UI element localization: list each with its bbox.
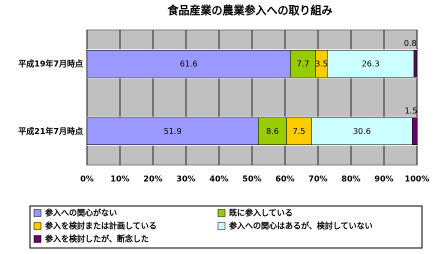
data-label: 7.5 xyxy=(293,127,306,136)
data-label: 30.6 xyxy=(353,127,371,136)
legend-label: 参入を検討または計画している xyxy=(44,221,157,231)
x-tick-label: 90% xyxy=(374,175,393,184)
x-tick-label: 60% xyxy=(275,175,294,184)
bar-segment xyxy=(286,117,312,145)
legend-swatch xyxy=(33,222,42,230)
bar-segment xyxy=(258,117,287,145)
legend-label: 参入への関心はあるが、検討していない xyxy=(228,221,373,231)
legend-swatch xyxy=(33,209,42,217)
data-label: 51.9 xyxy=(164,127,182,136)
x-tick-label: 30% xyxy=(176,175,195,184)
data-label: 61.6 xyxy=(180,59,198,68)
data-label: 7.7 xyxy=(297,59,310,68)
x-tick-label: 100% xyxy=(405,175,430,184)
legend-label: 参入を検討したが、断念した xyxy=(44,234,149,244)
y-tick-label: 平成19年7月時点 xyxy=(18,58,83,68)
bar-segment xyxy=(86,50,291,78)
legend-swatch xyxy=(217,209,226,217)
y-tick-label: 平成21年7月時点 xyxy=(18,126,83,136)
x-tick-label: 20% xyxy=(143,175,162,184)
legend-swatch xyxy=(33,235,42,243)
legend-label: 既に参入している xyxy=(229,208,293,218)
chart-title: 食品産業の農業参入への取り組み xyxy=(168,3,333,17)
x-tick-label: 80% xyxy=(341,175,360,184)
x-tick-label: 70% xyxy=(308,175,327,184)
legend-swatch xyxy=(217,222,226,230)
bar-segment xyxy=(311,117,413,145)
legend-box xyxy=(29,205,423,249)
data-label: 8.6 xyxy=(266,127,279,136)
data-label: 26.3 xyxy=(362,59,380,68)
bar-segment xyxy=(86,117,259,145)
x-tick-label: 0% xyxy=(80,175,94,184)
bar-segment xyxy=(412,117,418,145)
data-label: 0.8 xyxy=(404,39,417,48)
x-tick-label: 40% xyxy=(209,175,228,184)
x-tick-label: 50% xyxy=(242,175,261,184)
bar-segment xyxy=(413,50,417,78)
data-label: 1.5 xyxy=(405,106,418,115)
data-label: 3.5 xyxy=(315,59,328,68)
x-tick-label: 10% xyxy=(110,175,129,184)
legend-label: 参入への関心がない xyxy=(44,208,117,218)
